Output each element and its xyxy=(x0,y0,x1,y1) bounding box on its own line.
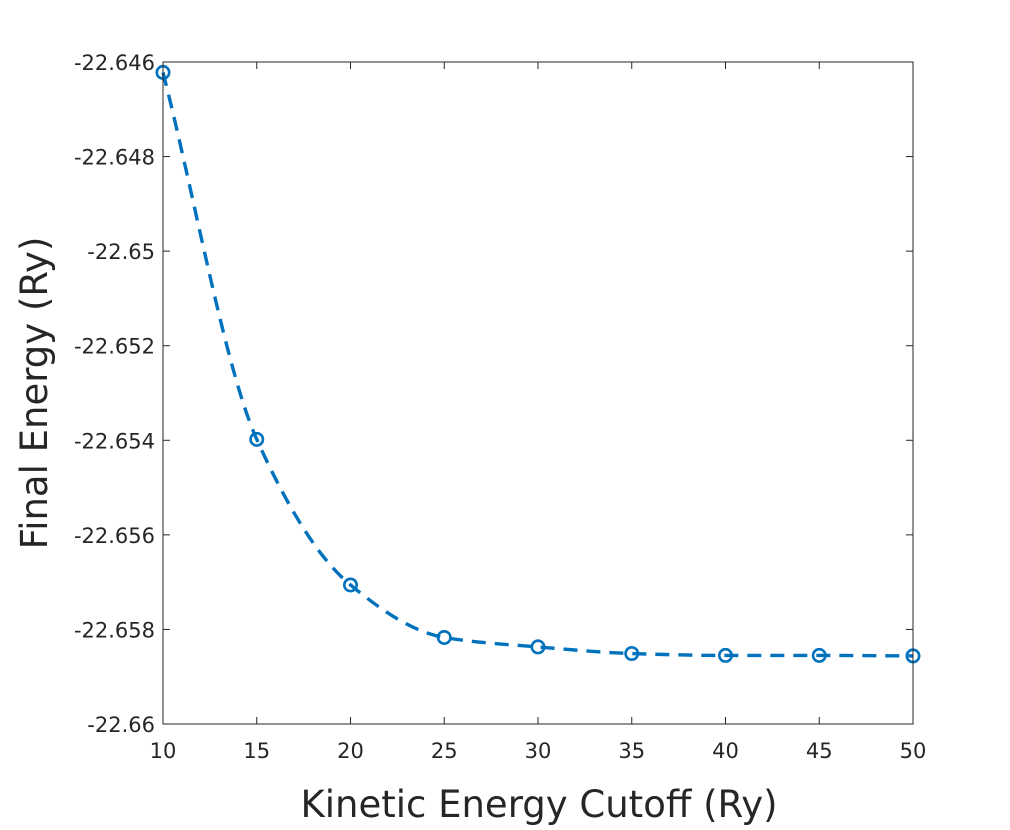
plot-area-background xyxy=(163,62,913,724)
x-tick-label: 40 xyxy=(712,739,739,763)
x-tick-label: 35 xyxy=(618,739,645,763)
data-point-marker xyxy=(811,647,827,663)
y-tick-label: -22.654 xyxy=(74,429,155,453)
data-point-marker xyxy=(624,646,640,662)
y-axis-title: Final Energy (Ry) xyxy=(13,237,56,550)
y-tick-label: -22.652 xyxy=(74,335,155,359)
x-tick-label: 20 xyxy=(337,739,364,763)
x-tick-label: 10 xyxy=(150,739,177,763)
y-tick-label: -22.646 xyxy=(74,51,155,75)
series-line xyxy=(161,71,914,658)
y-tick-label: -22.66 xyxy=(87,713,155,737)
data-point-marker xyxy=(342,577,358,593)
y-tick-label: -22.648 xyxy=(74,146,155,170)
x-tick-label: 15 xyxy=(243,739,270,763)
data-series xyxy=(155,64,921,664)
tick-labels: 10 15 20 25 30 35 40 45 50 -22.646 -22.648 -22.65 -2… xyxy=(74,51,926,763)
axes-box xyxy=(162,61,914,725)
data-point-marker xyxy=(717,647,733,663)
y-tick-label: -22.65 xyxy=(87,240,155,264)
x-tick-label: 25 xyxy=(431,739,458,763)
y-tick-label: -22.656 xyxy=(74,524,155,548)
y-tick-label: -22.658 xyxy=(74,618,155,642)
data-point-marker xyxy=(530,639,546,655)
x-tick-label: 30 xyxy=(525,739,552,763)
x-axis-title: Kinetic Energy Cutoff (Ry) xyxy=(300,783,777,826)
data-point-marker xyxy=(436,629,452,645)
data-point-marker xyxy=(249,431,265,447)
x-tick-label: 50 xyxy=(900,739,927,763)
x-tick-label: 45 xyxy=(806,739,833,763)
